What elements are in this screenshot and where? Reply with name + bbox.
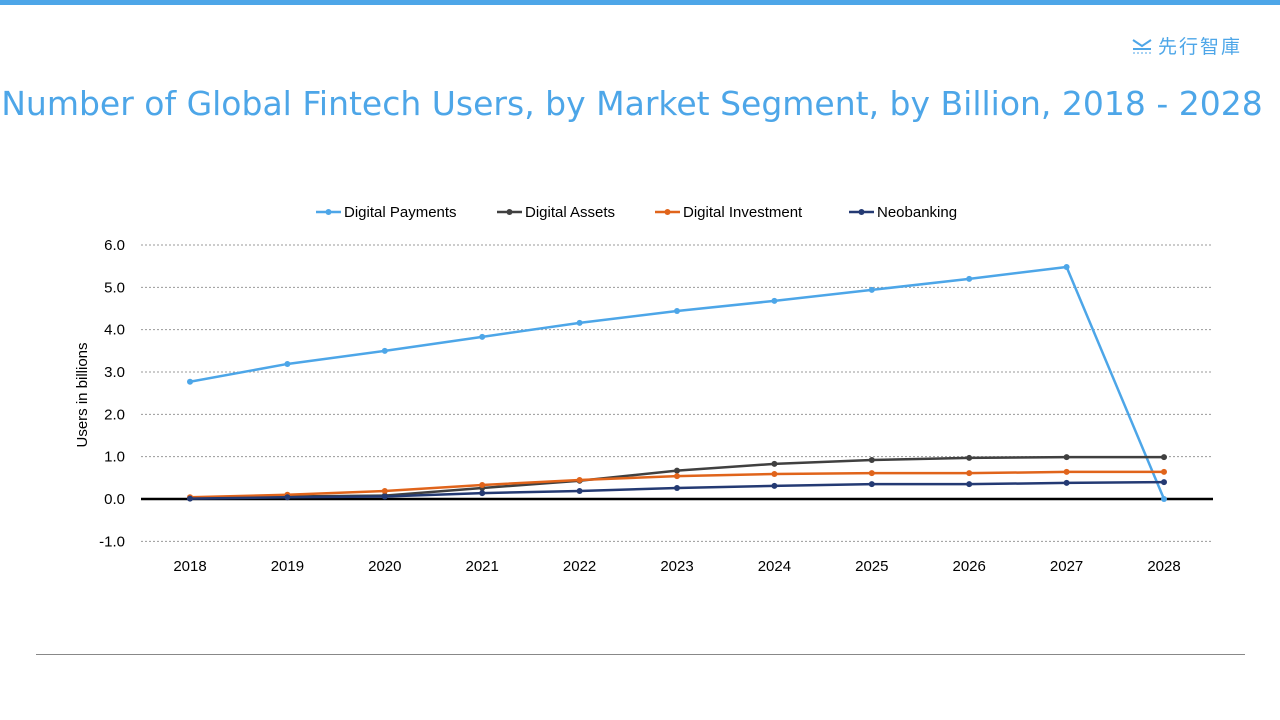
legend-item: Digital Payments (316, 204, 457, 221)
data-point (771, 297, 778, 304)
y-tick-label: 2.0 (104, 406, 125, 423)
y-tick-label: 1.0 (104, 449, 125, 466)
data-point (576, 487, 583, 494)
data-point (674, 308, 680, 315)
data-point (187, 495, 193, 502)
y-tick-label: 4.0 (104, 322, 125, 339)
legend-marker (325, 209, 332, 215)
legend-label: Neobanking (877, 204, 957, 221)
x-tick-label: 2024 (758, 558, 791, 575)
y-axis-label: Users in billions (74, 342, 91, 447)
data-point (576, 476, 583, 483)
data-point (576, 319, 583, 326)
data-point (479, 482, 486, 489)
data-point (966, 454, 973, 461)
legend-item: Neobanking (849, 204, 957, 221)
legend-label: Digital Assets (525, 204, 615, 221)
data-point (284, 494, 291, 501)
y-tick-label: -1.0 (99, 533, 125, 550)
x-tick-label: 2025 (855, 558, 888, 575)
data-point (1161, 496, 1167, 502)
data-point (1161, 479, 1167, 486)
data-point (868, 481, 875, 488)
data-point (1063, 264, 1070, 271)
data-point (868, 457, 875, 464)
x-tick-label: 2018 (173, 558, 206, 575)
data-point (771, 471, 778, 478)
data-point (381, 347, 388, 354)
data-point (284, 360, 291, 367)
x-tick-label: 2020 (368, 558, 401, 575)
logo-mark-icon (1132, 38, 1152, 53)
data-point (868, 470, 875, 477)
data-point (771, 460, 778, 467)
legend-item: Digital Assets (497, 204, 615, 221)
x-tick-label: 2019 (271, 558, 304, 575)
data-point (674, 473, 680, 480)
data-point (966, 481, 973, 488)
legend-label: Digital Payments (344, 204, 457, 221)
x-tick-label: 2023 (660, 558, 693, 575)
legend-item: Digital Investment (655, 204, 803, 221)
x-tick-label: 2022 (563, 558, 596, 575)
brand-logo: 先行智庫 (1132, 32, 1242, 59)
x-tick-label: 2028 (1147, 558, 1180, 575)
series-digital-investment (187, 468, 1167, 501)
chart-title: Number of Global Fintech Users, by Marke… (1, 84, 1263, 123)
data-point (1161, 454, 1167, 461)
x-tick-label: 2026 (953, 558, 986, 575)
data-point (1161, 468, 1167, 475)
data-point (381, 487, 388, 494)
data-point (187, 378, 193, 385)
logo-text: 先行智庫 (1157, 36, 1242, 58)
series-neobanking (187, 479, 1167, 502)
legend-marker (506, 209, 513, 215)
data-point (674, 484, 680, 491)
x-tick-label: 2021 (466, 558, 499, 575)
y-tick-label: 5.0 (104, 279, 125, 296)
data-point (1063, 454, 1070, 461)
data-point (381, 493, 388, 500)
top-accent-bar (0, 0, 1280, 5)
x-tick-label: 2027 (1050, 558, 1083, 575)
footer-divider (36, 654, 1245, 655)
y-tick-label: 3.0 (104, 364, 125, 381)
data-point (771, 482, 778, 489)
legend-marker (664, 209, 671, 215)
data-point (1063, 468, 1070, 475)
series-line (189, 265, 1166, 500)
data-point (674, 467, 680, 474)
data-point (479, 490, 486, 497)
data-point (1063, 479, 1070, 486)
data-point (479, 333, 486, 340)
y-tick-label: 6.0 (104, 237, 125, 254)
legend-marker (858, 209, 865, 215)
data-point (868, 286, 875, 293)
data-point (966, 470, 973, 477)
legend-label: Digital Investment (683, 204, 803, 221)
data-point (966, 275, 973, 282)
series-digital-payments (187, 264, 1167, 502)
y-tick-label: 0.0 (104, 491, 125, 508)
